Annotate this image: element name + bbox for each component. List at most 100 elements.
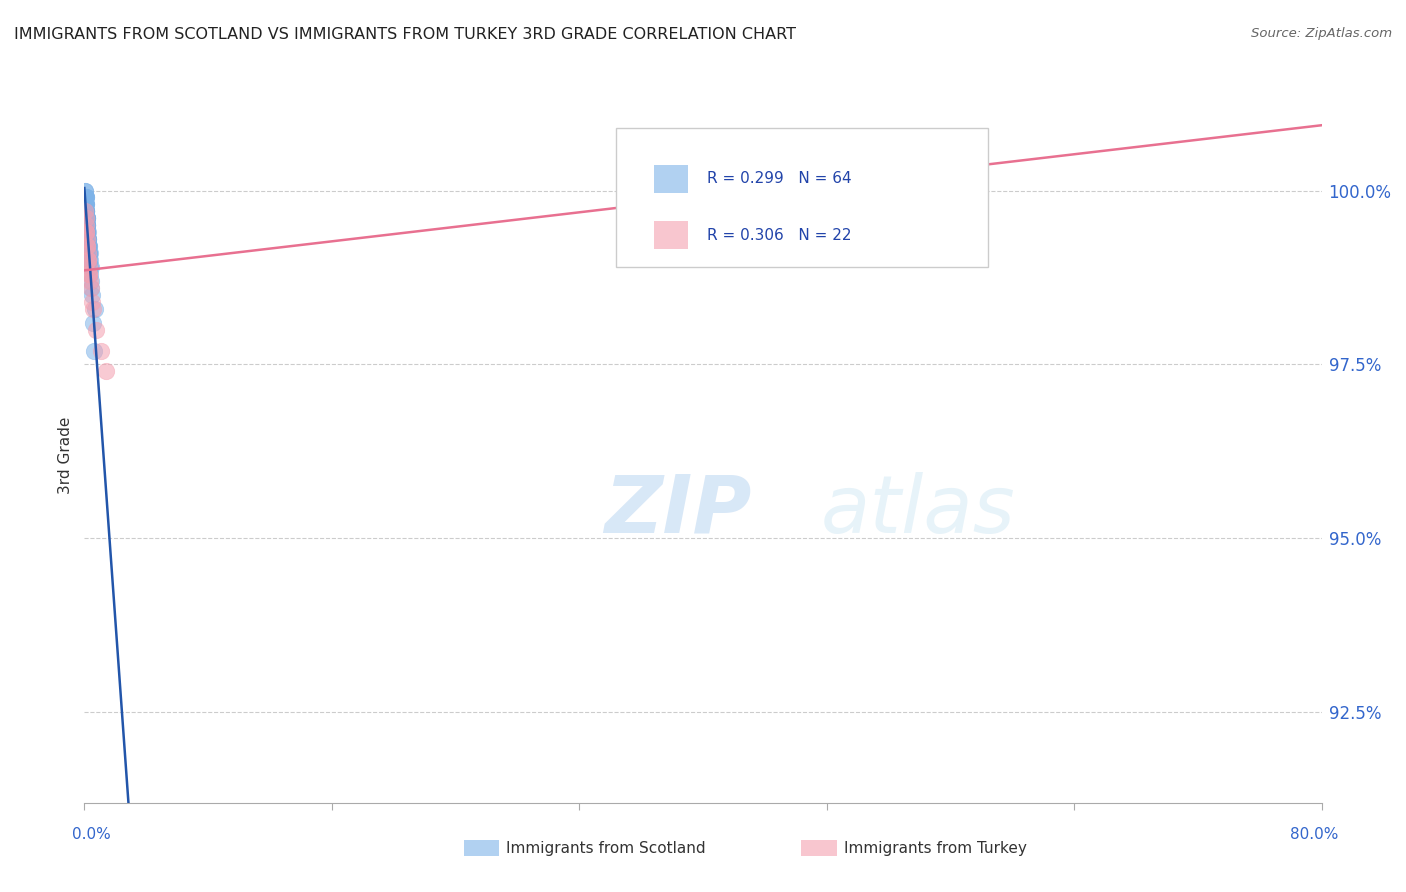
Point [76,239,98,253]
Point [75,204,97,219]
Point [75,184,97,198]
Point [76,225,98,239]
Point [76,211,98,226]
Point [76,219,98,233]
Text: Immigrants from Scotland: Immigrants from Scotland [506,841,706,855]
Point [77,239,100,253]
Point [77,239,100,253]
Point [76,211,98,226]
Y-axis label: 3rd Grade: 3rd Grade [58,417,73,493]
Point [76,219,98,233]
Point [75,190,97,204]
Point [75,197,97,211]
Point [76,219,98,233]
Point [75,204,97,219]
Point [75,211,97,226]
Point [75,225,97,239]
Text: 80.0%: 80.0% [1291,827,1339,841]
Point [692,184,714,198]
Point [76,211,98,226]
Point [76,211,98,226]
Point [75,197,97,211]
Point [77,253,100,268]
Point [77,225,100,239]
Point [75,211,97,226]
Point [77,246,100,260]
Point [76,219,98,233]
Point [75,190,97,204]
Point [83,343,105,358]
Point [77,246,100,260]
Point [75,204,97,219]
FancyBboxPatch shape [654,221,688,249]
Point [76,232,98,246]
Text: ZIP: ZIP [605,472,751,549]
Point [86,323,108,337]
Point [77,239,100,253]
Point [80,260,103,274]
Point [94,364,117,378]
Point [76,225,98,239]
Point [75,204,97,219]
Point [77,267,100,281]
Point [77,267,100,281]
Text: Source: ZipAtlas.com: Source: ZipAtlas.com [1251,27,1392,40]
FancyBboxPatch shape [616,128,987,267]
Point [76,219,98,233]
Text: atlas: atlas [821,472,1015,549]
Point [75,197,97,211]
Point [84,301,107,316]
Point [76,232,98,246]
Point [75,219,97,233]
Point [75,225,97,239]
Point [79,267,101,281]
Point [77,232,100,246]
Text: R = 0.299   N = 64: R = 0.299 N = 64 [707,171,852,186]
Point [75,204,97,219]
Point [73,190,96,204]
Text: IMMIGRANTS FROM SCOTLAND VS IMMIGRANTS FROM TURKEY 3RD GRADE CORRELATION CHART: IMMIGRANTS FROM SCOTLAND VS IMMIGRANTS F… [14,27,796,42]
Point [77,246,100,260]
Point [75,204,97,219]
Point [90,343,112,358]
Point [80,281,103,295]
Point [76,211,98,226]
Point [75,204,97,219]
Point [82,288,104,302]
FancyBboxPatch shape [654,165,688,193]
Point [75,204,97,219]
Point [75,197,97,211]
Point [76,219,98,233]
Point [77,239,100,253]
Point [79,274,101,288]
Point [79,260,101,274]
Point [75,197,97,211]
Point [79,246,101,260]
Text: 0.0%: 0.0% [72,827,111,841]
Point [80,274,103,288]
Point [75,204,97,219]
Point [76,232,98,246]
Point [75,197,97,211]
Point [76,225,98,239]
Point [79,253,101,268]
Point [76,246,98,260]
Point [79,281,101,295]
Point [76,232,98,246]
Text: Immigrants from Turkey: Immigrants from Turkey [844,841,1026,855]
Point [77,239,100,253]
Text: R = 0.306   N = 22: R = 0.306 N = 22 [707,227,851,243]
Point [80,294,103,309]
Point [73,184,96,198]
Point [76,225,98,239]
Point [75,211,97,226]
Point [79,253,101,268]
Point [75,190,97,204]
Point [82,301,104,316]
Point [77,253,100,268]
Point [77,260,100,274]
Point [76,239,98,253]
Point [75,197,97,211]
Point [75,190,97,204]
Point [82,316,104,330]
